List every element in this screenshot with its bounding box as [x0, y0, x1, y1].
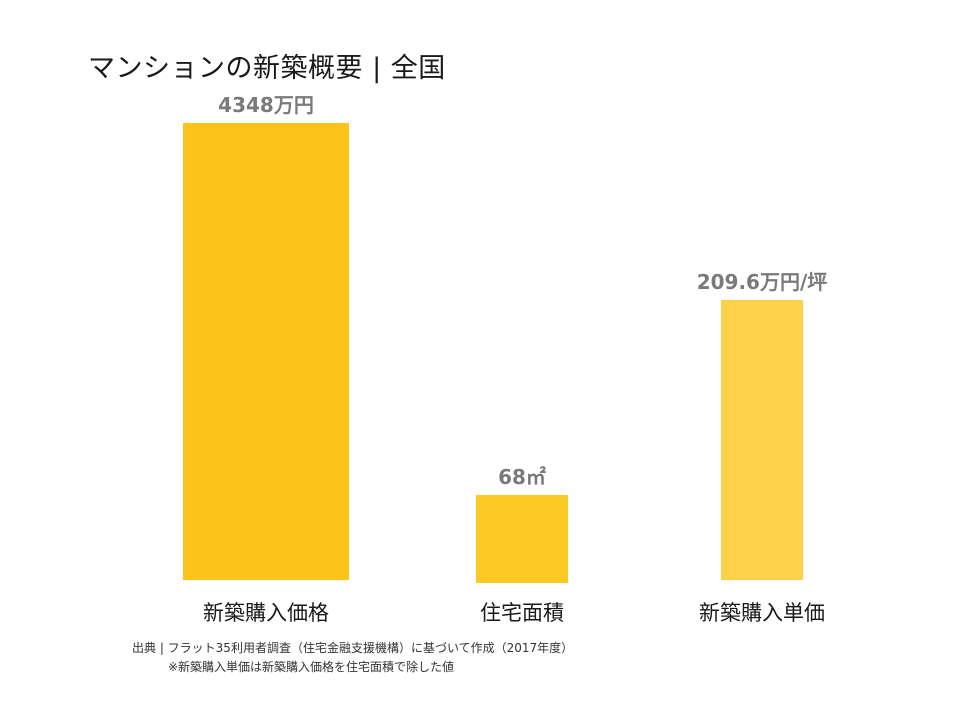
bar-floor-area: [476, 495, 568, 583]
category-label: 住宅面積: [480, 601, 564, 625]
value-label: 68㎡: [498, 465, 546, 489]
source-note: 出典 | フラット35利用者調査（住宅金融支援機構）に基づいて作成（2017年度…: [132, 641, 574, 655]
category-label: 新築購入価格: [203, 601, 329, 625]
footnote: ※新築購入単価は新築購入価格を住宅面積で除した値: [168, 660, 455, 674]
value-label: 4348万円: [218, 93, 314, 117]
bar-purchase-price: [183, 123, 349, 580]
chart-title: マンションの新築概要 | 全国: [88, 53, 446, 84]
bar-unit-price: [721, 300, 803, 580]
value-label: 209.6万円/坪: [696, 270, 828, 294]
category-label: 新築購入単価: [699, 601, 825, 625]
